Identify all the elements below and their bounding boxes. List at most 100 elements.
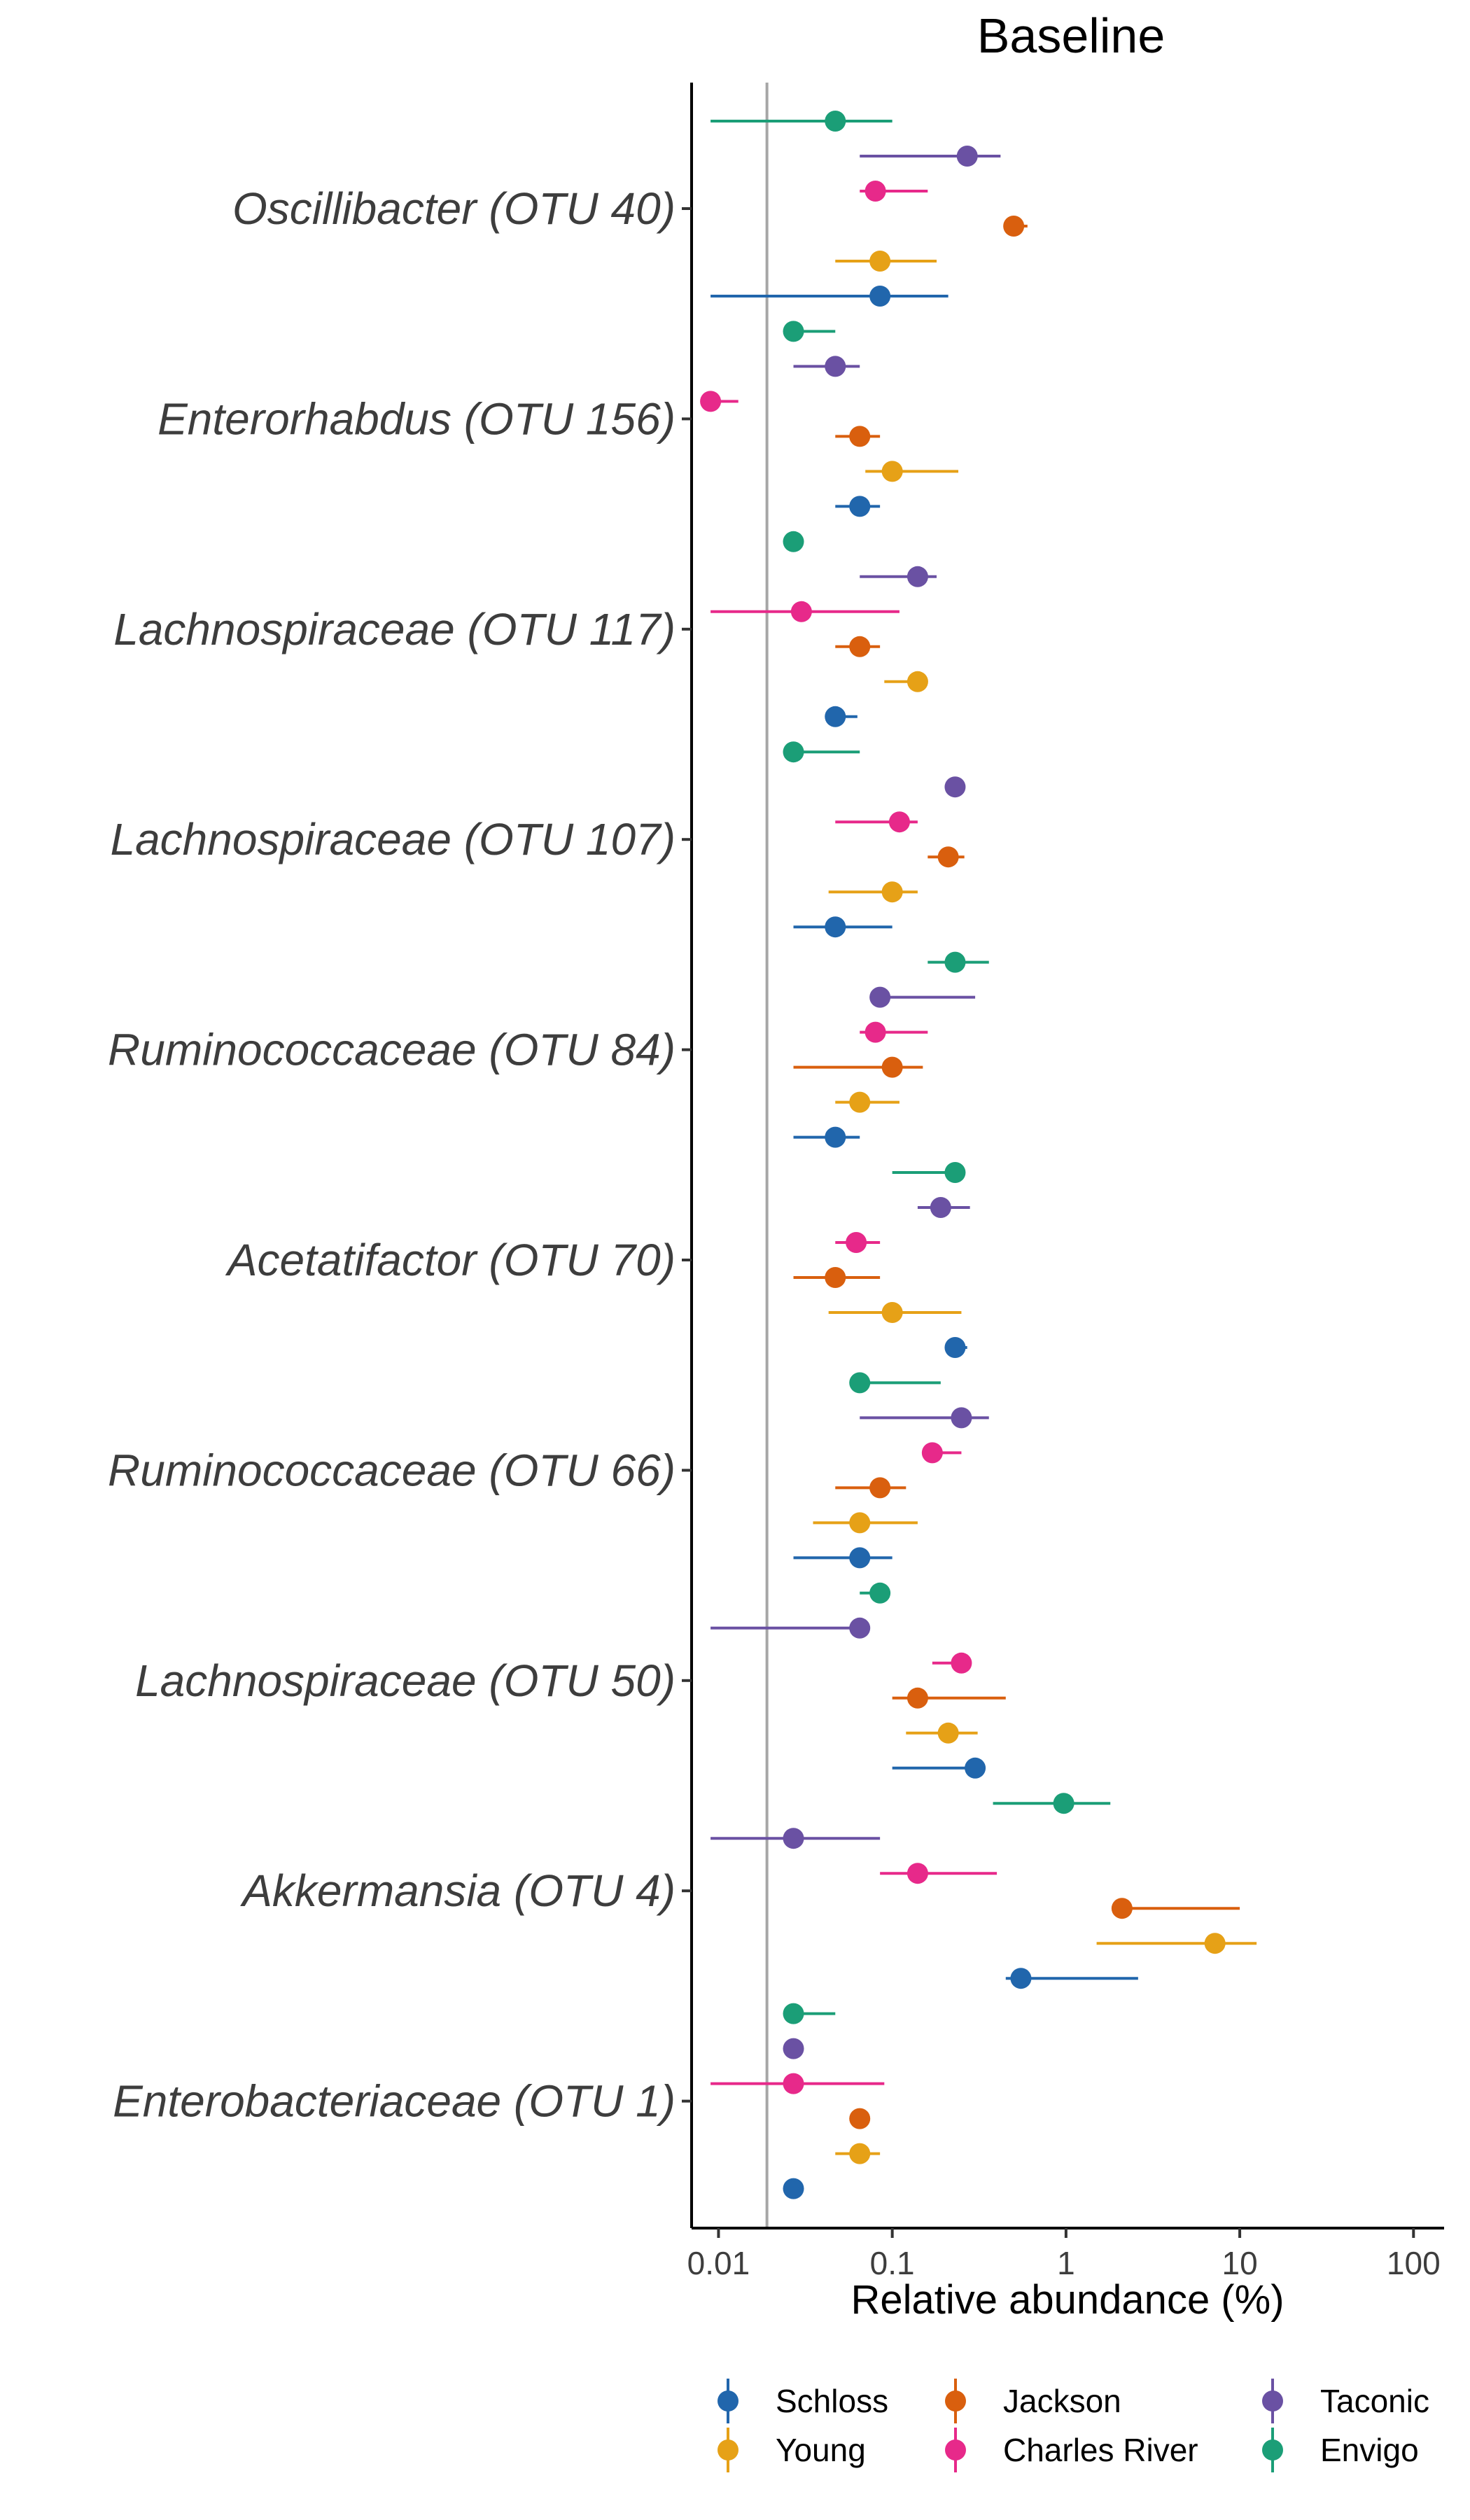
y-tick-label: Acetatifactor (OTU 70) [225,1235,676,1285]
data-point [881,881,903,903]
data-point [783,2073,804,2094]
data-point [849,2108,871,2129]
data-point [825,1126,846,1148]
x-tick-label: 10 [1222,2245,1257,2281]
legend-label: Jackson [1003,2383,1121,2419]
data-point [849,1547,871,1569]
data-point [700,391,722,412]
data-point [849,426,871,447]
data-point [849,1372,871,1394]
data-point [930,1197,951,1218]
data-point [783,321,804,342]
data-point [1111,1898,1133,1919]
data-point [825,706,846,727]
data-point [906,671,928,692]
data-point [825,356,846,377]
data-point [906,566,928,587]
data-point [864,1021,886,1043]
legend-label: Envigo [1320,2432,1419,2468]
legend-label: Taconic [1320,2383,1429,2419]
data-point [906,1687,928,1709]
legend-item: Envigo [1262,2428,1419,2472]
legend: Schloss Young Jackson Charles River Taconic E… [718,2379,1429,2472]
legend-label: Charles River [1003,2432,1198,2468]
data-point [1010,1968,1032,1989]
data-point [944,951,966,973]
data-point [783,741,804,763]
data-point [849,636,871,657]
data-point [783,2178,804,2199]
y-tick-label: Akkermansia (OTU 4) [239,1865,676,1916]
legend-label: Young [776,2432,866,2468]
data-point [869,1582,891,1604]
legend-key-point [945,2440,966,2460]
data-point [944,776,966,798]
y-tick-label: Lachnospiraceae (OTU 107) [110,814,676,864]
data-point [965,1757,986,1779]
data-point [956,146,978,167]
x-axis-ticks: 0.01 0.1 1 10 100 [687,2228,1441,2281]
x-tick-label: 100 [1387,2245,1441,2281]
y-axis-labels: Oscillibacter (OTU 40) Enterorhabdus (OTU… [108,183,692,2127]
data-point [783,2038,804,2059]
data-point [783,531,804,552]
legend-key-point [1262,2390,1283,2412]
legend-item: Jackson [945,2379,1121,2423]
data-point [1204,1933,1226,1954]
y-tick-label: Ruminococcaceae (OTU 66) [108,1445,676,1495]
y-tick-label: Ruminococcaceae (OTU 84) [108,1025,676,1075]
legend-item: Taconic [1262,2379,1429,2423]
legend-key-point [718,2390,738,2412]
legend-key-point [945,2390,966,2412]
x-tick-label: 0.01 [687,2245,750,2281]
legend-key-point [1262,2440,1283,2460]
y-tick-label: Enterorhabdus (OTU 156) [158,393,676,444]
data-point [849,1512,871,1534]
chart-title: Baseline [977,8,1166,63]
data-point [783,2003,804,2024]
data-point [849,2143,871,2164]
data-point [849,1091,871,1113]
data-point [881,1056,903,1078]
data-point [1003,216,1025,237]
data-point [869,286,891,307]
x-tick-label: 0.1 [870,2245,915,2281]
data-point [869,986,891,1008]
data-point [944,1337,966,1358]
data-point [951,1407,972,1429]
data-point [906,1863,928,1884]
data-point [783,1828,804,1849]
data-point [888,811,910,833]
plot-area [700,83,1257,2228]
data-point [790,601,812,622]
data-point [864,181,886,202]
y-tick-label: Lachnospiraceae (OTU 117) [113,604,676,654]
data-point [846,1232,867,1253]
data-point [951,1652,972,1674]
data-point [825,1267,846,1288]
data-point [944,1162,966,1183]
data-point [937,846,959,868]
legend-item: Schloss [718,2379,888,2423]
y-tick-label: Oscillibacter (OTU 40) [232,183,676,234]
legend-item: Young [718,2428,866,2472]
data-point [937,1722,959,1744]
data-point [849,1617,871,1639]
x-axis-label: Relative abundance (%) [850,2277,1284,2323]
legend-label: Schloss [776,2383,888,2419]
data-point [869,1477,891,1499]
y-tick-label: Enterobacteriaceae (OTU 1) [113,2076,676,2127]
data-point [881,1302,903,1323]
data-point [825,111,846,132]
data-point [849,496,871,517]
data-point [869,251,891,272]
legend-item: Charles River [945,2428,1198,2472]
data-point [921,1442,943,1464]
x-tick-label: 1 [1057,2245,1075,2281]
data-point [825,916,846,938]
legend-key-point [718,2440,738,2460]
data-point [881,461,903,482]
data-point [1053,1793,1074,1814]
y-tick-label: Lachnospiraceae (OTU 50) [135,1656,676,1706]
